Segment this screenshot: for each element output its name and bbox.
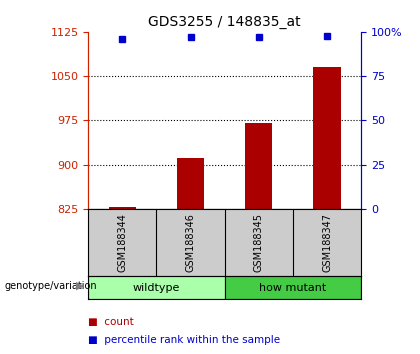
Bar — [177, 158, 204, 209]
Text: GSM188345: GSM188345 — [254, 213, 264, 272]
Text: how mutant: how mutant — [259, 282, 327, 293]
Bar — [245, 123, 273, 209]
Bar — [88, 276, 225, 299]
Text: ■  count: ■ count — [88, 317, 134, 327]
Text: ■  percentile rank within the sample: ■ percentile rank within the sample — [88, 335, 280, 345]
Bar — [109, 207, 136, 209]
Text: GSM188347: GSM188347 — [322, 213, 332, 272]
Text: genotype/variation: genotype/variation — [4, 281, 97, 291]
Bar — [313, 67, 341, 209]
Title: GDS3255 / 148835_at: GDS3255 / 148835_at — [148, 16, 301, 29]
Bar — [225, 276, 361, 299]
Text: GSM188344: GSM188344 — [117, 213, 127, 272]
Text: wildtype: wildtype — [133, 282, 180, 293]
Text: ▶: ▶ — [76, 281, 84, 291]
Text: GSM188346: GSM188346 — [186, 213, 196, 272]
